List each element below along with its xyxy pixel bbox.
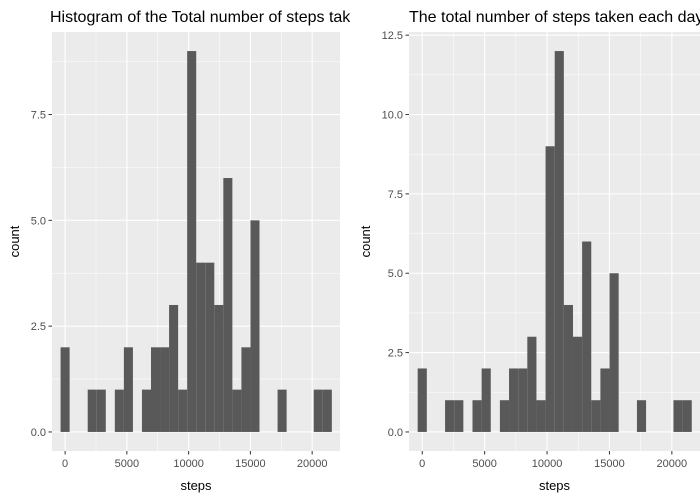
histogram-bar	[313, 389, 323, 432]
histogram-bar	[673, 400, 683, 432]
histogram-bar	[481, 368, 491, 432]
y-tick-label: 12.5	[382, 30, 403, 42]
histogram-bar	[572, 336, 583, 432]
histogram-bar	[554, 51, 564, 432]
y-tick-label: 10.0	[382, 110, 403, 122]
y-tick-label: 2.5	[31, 321, 46, 333]
histogram-bar	[277, 389, 287, 432]
histogram-bar	[322, 389, 332, 432]
histogram-bar	[187, 51, 197, 432]
y-axis-title: count	[358, 225, 373, 257]
histogram-bar	[609, 273, 619, 432]
y-tick-label: 5.0	[31, 215, 46, 227]
histogram-bar	[169, 304, 179, 432]
y-tick-label: 5.0	[388, 268, 403, 280]
histogram-bar	[545, 146, 555, 432]
histogram-bar	[87, 389, 97, 432]
y-tick-label: 0.0	[388, 427, 403, 439]
histogram-bar	[636, 400, 647, 432]
x-tick-label: 15000	[594, 458, 625, 470]
histogram-bar	[509, 368, 519, 432]
histogram-bar	[472, 400, 482, 432]
x-tick-label: 0	[419, 458, 425, 470]
histogram-bar	[114, 389, 124, 432]
y-tick-label: 7.5	[388, 189, 403, 201]
histogram-bar	[682, 400, 692, 432]
histogram-bar	[123, 347, 133, 432]
right-histogram: 0 5000 10000 15000 20000 0.0 2.5 5.0 7.5 10.0 12.5…	[358, 9, 700, 493]
histogram-bar	[527, 336, 537, 432]
histogram-bar	[205, 262, 215, 432]
histogram-bar	[600, 368, 610, 432]
x-tick-label: 10000	[532, 458, 563, 470]
histogram-bar	[582, 241, 592, 432]
histogram-bar	[241, 347, 251, 432]
chart-title: The total number of steps taken each day	[409, 9, 700, 26]
histogram-bar	[151, 347, 161, 432]
histogram-bar	[445, 400, 455, 432]
histogram-bar	[536, 400, 546, 432]
histogram-bar	[160, 347, 170, 432]
y-tick-label: 2.5	[388, 348, 403, 360]
histogram-bar	[232, 389, 242, 432]
histogram-bar	[250, 220, 260, 432]
histogram-bar	[563, 304, 573, 432]
histogram-bar	[518, 368, 528, 432]
histogram-bar	[591, 400, 601, 432]
histogram-bar	[141, 389, 152, 432]
x-tick-label: 20000	[297, 458, 328, 470]
histogram-bar	[178, 389, 188, 432]
x-axis-title: steps	[180, 478, 212, 493]
histogram-bar	[417, 368, 427, 432]
histogram-bar	[499, 400, 510, 432]
x-tick-label: 15000	[235, 458, 266, 470]
histogram-bar	[214, 304, 224, 432]
x-tick-label: 5000	[115, 458, 139, 470]
y-tick-label: 0.0	[31, 427, 46, 439]
histogram-bar	[60, 347, 70, 432]
y-axis-title: count	[7, 225, 22, 257]
histogram-bar	[223, 178, 233, 432]
histogram-bar	[454, 400, 464, 432]
x-tick-label: 5000	[472, 458, 496, 470]
x-tick-label: 0	[62, 458, 68, 470]
chart-title: Histogram of the Total number of steps t…	[50, 9, 437, 26]
x-tick-label: 10000	[173, 458, 204, 470]
x-axis-title: steps	[539, 478, 571, 493]
histogram-bar	[96, 389, 106, 432]
histogram-bar	[196, 262, 206, 432]
y-tick-label: 7.5	[31, 110, 46, 122]
left-histogram: 0 5000 10000 15000 20000 0.0 2.5 5.0 7.5 steps cou…	[7, 9, 437, 493]
x-tick-label: 20000	[657, 458, 688, 470]
